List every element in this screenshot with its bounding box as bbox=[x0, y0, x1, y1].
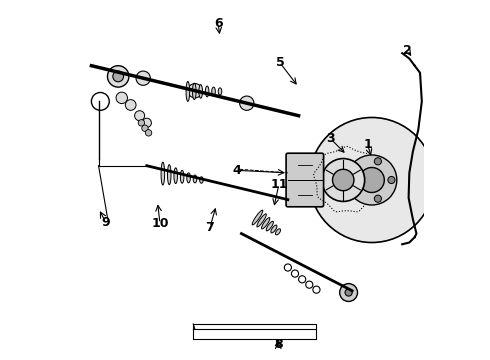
Circle shape bbox=[136, 71, 150, 85]
Ellipse shape bbox=[193, 175, 197, 183]
Circle shape bbox=[135, 111, 145, 121]
Ellipse shape bbox=[257, 214, 267, 227]
Ellipse shape bbox=[218, 88, 222, 95]
Ellipse shape bbox=[180, 170, 184, 183]
Circle shape bbox=[333, 169, 354, 191]
Text: 7: 7 bbox=[206, 221, 214, 234]
Circle shape bbox=[352, 165, 360, 172]
Ellipse shape bbox=[275, 229, 280, 235]
Text: 8: 8 bbox=[274, 338, 283, 351]
Text: 6: 6 bbox=[214, 17, 222, 30]
Circle shape bbox=[352, 188, 360, 195]
Ellipse shape bbox=[174, 168, 177, 184]
Text: 3: 3 bbox=[326, 132, 335, 145]
Circle shape bbox=[113, 71, 123, 82]
Ellipse shape bbox=[161, 162, 165, 185]
Ellipse shape bbox=[193, 83, 196, 100]
Text: 10: 10 bbox=[151, 217, 169, 230]
Circle shape bbox=[340, 284, 358, 301]
Ellipse shape bbox=[266, 221, 273, 231]
Circle shape bbox=[374, 195, 381, 202]
Text: 5: 5 bbox=[276, 56, 284, 69]
Ellipse shape bbox=[252, 210, 263, 225]
Text: 11: 11 bbox=[270, 178, 288, 191]
Circle shape bbox=[374, 158, 381, 165]
Ellipse shape bbox=[199, 177, 203, 183]
Ellipse shape bbox=[187, 173, 190, 183]
Ellipse shape bbox=[205, 86, 209, 97]
Circle shape bbox=[146, 130, 152, 136]
Text: 4: 4 bbox=[233, 164, 242, 177]
Ellipse shape bbox=[199, 85, 202, 98]
FancyBboxPatch shape bbox=[286, 153, 323, 207]
Text: 1: 1 bbox=[363, 138, 372, 151]
Circle shape bbox=[116, 92, 127, 104]
Circle shape bbox=[138, 120, 145, 126]
Circle shape bbox=[142, 125, 148, 131]
Text: 9: 9 bbox=[101, 216, 110, 229]
Circle shape bbox=[309, 117, 434, 243]
Circle shape bbox=[359, 167, 384, 193]
Circle shape bbox=[142, 118, 151, 127]
Ellipse shape bbox=[186, 81, 190, 102]
Ellipse shape bbox=[262, 217, 270, 229]
Ellipse shape bbox=[168, 165, 171, 185]
Circle shape bbox=[107, 66, 129, 87]
Circle shape bbox=[347, 155, 397, 205]
Text: 2: 2 bbox=[403, 44, 412, 57]
Circle shape bbox=[240, 96, 254, 111]
Circle shape bbox=[388, 176, 395, 184]
Circle shape bbox=[322, 158, 365, 202]
Circle shape bbox=[345, 289, 352, 296]
Ellipse shape bbox=[212, 87, 215, 96]
Ellipse shape bbox=[271, 225, 277, 233]
Circle shape bbox=[125, 100, 136, 111]
Circle shape bbox=[188, 84, 202, 98]
